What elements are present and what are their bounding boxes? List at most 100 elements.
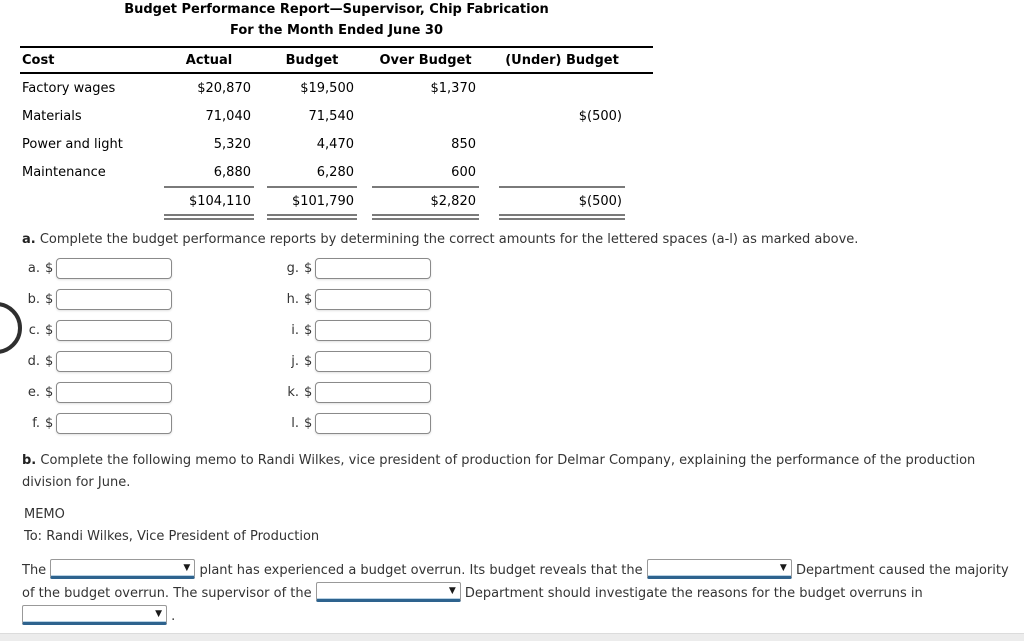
answer-input-k[interactable] <box>315 382 432 403</box>
answer-row-c: c. $ <box>24 319 173 342</box>
memo-heading: MEMO <box>24 507 65 522</box>
answer-letter: f. <box>32 416 40 431</box>
dropdown-arrow-icon: ▼ <box>448 586 456 596</box>
answer-column-right: g. $ h. $ i. $ j. $ k. $ l. $ <box>283 257 432 443</box>
col-header-actual: Actual <box>185 52 233 68</box>
row-label: Materials <box>22 108 82 124</box>
table-row: Power and light 5,320 4,470 850 <box>20 130 653 158</box>
answer-letter: j. <box>291 354 299 369</box>
currency-symbol: $ <box>45 323 54 338</box>
table-row: Maintenance 6,880 6,280 600 <box>20 158 653 186</box>
totals-bottom-double-rule <box>20 214 653 222</box>
answer-input-c[interactable] <box>56 320 173 341</box>
answer-input-d[interactable] <box>56 351 173 372</box>
cell-budget: $19,500 <box>300 80 354 96</box>
answer-letter: l. <box>291 416 299 431</box>
answer-input-l[interactable] <box>315 413 432 434</box>
answer-row-i: i. $ <box>283 319 432 342</box>
currency-symbol: $ <box>45 385 54 400</box>
cell-budget: 4,470 <box>316 136 354 152</box>
row-label: Maintenance <box>22 164 106 180</box>
dropdown-arrow-icon: ▼ <box>779 563 787 573</box>
totals-row: $104,110 $101,790 $2,820 $(500) <box>20 188 653 214</box>
total-actual: $104,110 <box>188 193 251 209</box>
dropdown-arrow-icon: ▼ <box>183 563 191 573</box>
answer-input-g[interactable] <box>315 258 432 279</box>
cell-actual: 6,880 <box>213 164 251 180</box>
answer-letter: g. <box>286 261 299 276</box>
report-subtitle: For the Month Ended June 30 <box>229 23 444 38</box>
answer-row-j: j. $ <box>283 350 432 373</box>
answer-row-h: h. $ <box>283 288 432 311</box>
memo-text-5: . <box>171 609 176 624</box>
answer-row-a: a. $ <box>24 257 173 280</box>
answer-row-d: d. $ <box>24 350 173 373</box>
answer-row-k: k. $ <box>283 381 432 404</box>
table-row: Materials 71,040 71,540 $(500) <box>20 102 653 130</box>
memo-text-4: Department should investigate the reason… <box>464 586 923 601</box>
memo-text-1: The <box>22 563 47 578</box>
answer-letter: i. <box>291 323 299 338</box>
answer-input-f[interactable] <box>56 413 173 434</box>
bottom-edge-strip <box>0 633 1024 641</box>
currency-symbol: $ <box>45 292 54 307</box>
cell-budget: 71,540 <box>308 108 355 124</box>
answer-letter: e. <box>27 385 40 400</box>
budget-performance-table: Cost Actual Budget Over Budget (Under) B… <box>20 46 653 222</box>
currency-symbol: $ <box>304 292 313 307</box>
cell-over: $1,370 <box>430 80 477 96</box>
total-over: $2,820 <box>430 193 477 209</box>
col-header-over-budget: Over Budget <box>379 52 472 68</box>
currency-symbol: $ <box>304 261 313 276</box>
answer-column-left: a. $ b. $ c. $ d. $ e. $ f. $ <box>24 257 173 443</box>
total-under: $(500) <box>578 193 622 209</box>
page-edge-arc-decoration <box>0 302 22 354</box>
totals-top-rule <box>20 186 653 188</box>
row-label: Power and light <box>22 136 123 152</box>
answer-input-e[interactable] <box>56 382 173 403</box>
currency-symbol: $ <box>45 261 54 276</box>
majority-department-select[interactable]: ▼ <box>646 559 792 579</box>
answer-row-b: b. $ <box>24 288 173 311</box>
table-row: Factory wages $20,870 $19,500 $1,370 <box>20 74 653 102</box>
cell-actual: 5,320 <box>213 136 251 152</box>
answer-input-b[interactable] <box>56 289 173 310</box>
answer-letter: b. <box>27 292 40 307</box>
cell-actual: $20,870 <box>197 80 251 96</box>
memo-text-3: Department caused the majority of the bu… <box>22 563 1009 601</box>
col-header-cost: Cost <box>22 52 55 68</box>
report-title: Budget Performance Report—Supervisor, Ch… <box>124 2 549 17</box>
answer-letter: d. <box>27 354 40 369</box>
instruction-b-text: Complete the following memo to Randi Wil… <box>22 453 976 490</box>
answer-row-f: f. $ <box>24 412 173 435</box>
supervisor-department-select[interactable]: ▼ <box>315 582 461 602</box>
memo-paragraph: The ▼ plant has experienced a budget ove… <box>22 559 1020 628</box>
instruction-a-label: a. <box>22 232 36 247</box>
currency-symbol: $ <box>304 416 313 431</box>
answer-input-a[interactable] <box>56 258 173 279</box>
answer-letter: c. <box>28 323 40 338</box>
col-header-budget: Budget <box>285 52 339 68</box>
answer-letter: a. <box>27 261 40 276</box>
memo-to-line: To: Randi Wilkes, Vice President of Prod… <box>24 529 320 544</box>
total-budget: $101,790 <box>291 193 354 209</box>
answer-input-h[interactable] <box>315 289 432 310</box>
answer-input-j[interactable] <box>315 351 432 372</box>
answer-letter: h. <box>286 292 299 307</box>
currency-symbol: $ <box>45 416 54 431</box>
cell-over: 600 <box>451 164 476 180</box>
cell-under: $(500) <box>578 108 622 124</box>
overrun-area-select[interactable]: ▼ <box>22 605 167 625</box>
dropdown-arrow-icon: ▼ <box>155 609 162 619</box>
currency-symbol: $ <box>45 354 54 369</box>
answer-row-l: l. $ <box>283 412 432 435</box>
answer-row-g: g. $ <box>283 257 432 280</box>
plant-select[interactable]: ▼ <box>50 559 196 579</box>
cell-actual: 71,040 <box>205 108 252 124</box>
cell-budget: 6,280 <box>316 164 354 180</box>
answer-input-i[interactable] <box>315 320 432 341</box>
answer-letter: k. <box>287 385 299 400</box>
table-header-row: Cost Actual Budget Over Budget (Under) B… <box>20 46 653 74</box>
currency-symbol: $ <box>304 385 313 400</box>
row-label: Factory wages <box>22 80 116 96</box>
